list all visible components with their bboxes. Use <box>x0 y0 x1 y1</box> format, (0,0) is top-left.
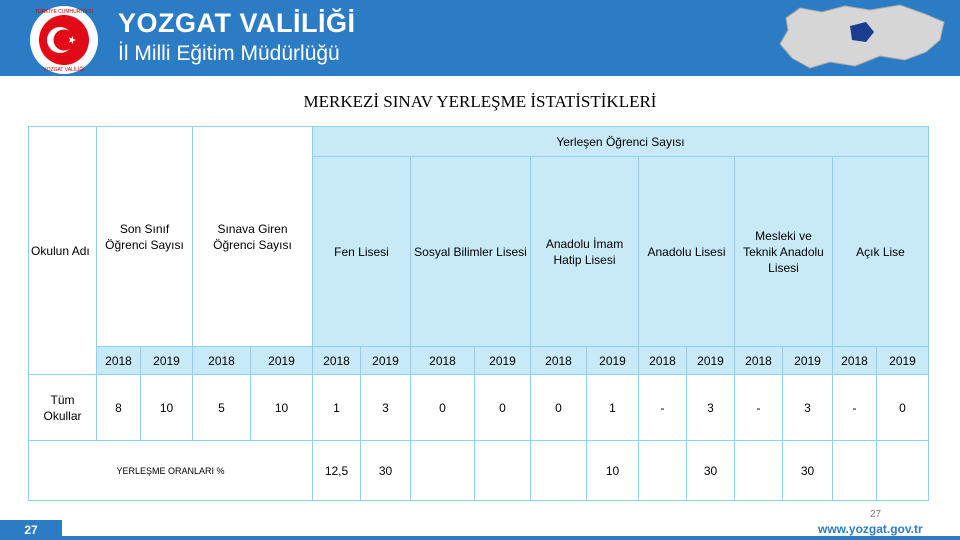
banner-graphics: TÜRKİYE CUMHURİYETİ YOZGAT VALİLİĞİ <box>30 4 945 74</box>
year-header: 2018 <box>192 346 251 375</box>
rate-cell <box>876 440 929 501</box>
year-header: 2018 <box>734 346 783 375</box>
star <box>68 36 76 44</box>
data-cell: 0 <box>876 374 929 441</box>
header-subtitle: İl Milli Eğitim Müdürlüğü <box>118 42 340 65</box>
year-header: 2018 <box>410 346 475 375</box>
data-cell: 3 <box>686 374 735 441</box>
year-header: 2019 <box>250 346 313 375</box>
data-cell: 0 <box>530 374 587 441</box>
rate-cell: 10 <box>586 440 639 501</box>
crescent-cut <box>53 29 75 51</box>
page-number: 27 <box>0 520 62 540</box>
data-cell: 8 <box>96 374 141 441</box>
rate-cell <box>530 440 587 501</box>
column-header: Okulun Adı <box>28 126 97 375</box>
rate-cell <box>410 440 475 501</box>
emblem-bottom: YOZGAT VALİLİĞİ <box>43 66 84 73</box>
column-header: Sosyal Bilimler Lisesi <box>410 156 531 347</box>
data-cell: 3 <box>782 374 833 441</box>
year-header: 2019 <box>876 346 929 375</box>
year-header: 2019 <box>686 346 735 375</box>
column-header: Açık Lise <box>832 156 929 347</box>
year-header: 2019 <box>360 346 411 375</box>
group-header: Yerleşen Öğrenci Sayısı <box>312 126 929 157</box>
year-header: 2019 <box>782 346 833 375</box>
rate-cell: 12,5 <box>312 440 361 501</box>
rate-cell: 30 <box>782 440 833 501</box>
data-cell: - <box>638 374 687 441</box>
rate-cell <box>638 440 687 501</box>
footer-bar <box>62 536 960 540</box>
row-label: Tüm Okullar <box>28 374 97 441</box>
map-yozgat <box>850 22 874 42</box>
year-header: 2018 <box>96 346 141 375</box>
header-title: YOZGAT VALİLİĞİ <box>118 8 356 38</box>
rate-cell <box>474 440 531 501</box>
data-cell: 10 <box>140 374 193 441</box>
data-cell: 10 <box>250 374 313 441</box>
slide-title: MERKEZİ SINAV YERLEŞME İSTATİSTİKLERİ <box>303 92 657 111</box>
column-header: Mesleki ve Teknik Anadolu Lisesi <box>734 156 833 347</box>
data-cell: - <box>832 374 877 441</box>
data-cell: 3 <box>360 374 411 441</box>
page-number-small: 27 <box>870 509 882 520</box>
data-cell: 1 <box>312 374 361 441</box>
year-header: 2018 <box>312 346 361 375</box>
year-header: 2019 <box>140 346 193 375</box>
url: www.yozgat.gov.tr <box>818 522 923 536</box>
column-header: Sınava Giren Öğrenci Sayısı <box>192 126 313 347</box>
row-label: YERLEŞME ORANLARI % <box>28 440 313 501</box>
data-cell: 5 <box>192 374 251 441</box>
column-header: Anadolu Lisesi <box>638 156 735 347</box>
year-header: 2018 <box>530 346 587 375</box>
rate-cell: 30 <box>686 440 735 501</box>
data-cell: - <box>734 374 783 441</box>
year-header: 2019 <box>474 346 531 375</box>
year-header: 2018 <box>832 346 877 375</box>
emblem-top: TÜRKİYE CUMHURİYETİ <box>35 8 93 15</box>
data-cell: 0 <box>474 374 531 441</box>
column-header: Son Sınıf Öğrenci Sayısı <box>96 126 193 347</box>
rate-cell <box>832 440 877 501</box>
data-cell: 1 <box>586 374 639 441</box>
year-header: 2018 <box>638 346 687 375</box>
rate-cell: 30 <box>360 440 411 501</box>
rate-cell <box>734 440 783 501</box>
year-header: 2019 <box>586 346 639 375</box>
data-cell: 0 <box>410 374 475 441</box>
column-header: Anadolu İmam Hatip Lisesi <box>530 156 639 347</box>
column-header: Fen Lisesi <box>312 156 411 347</box>
